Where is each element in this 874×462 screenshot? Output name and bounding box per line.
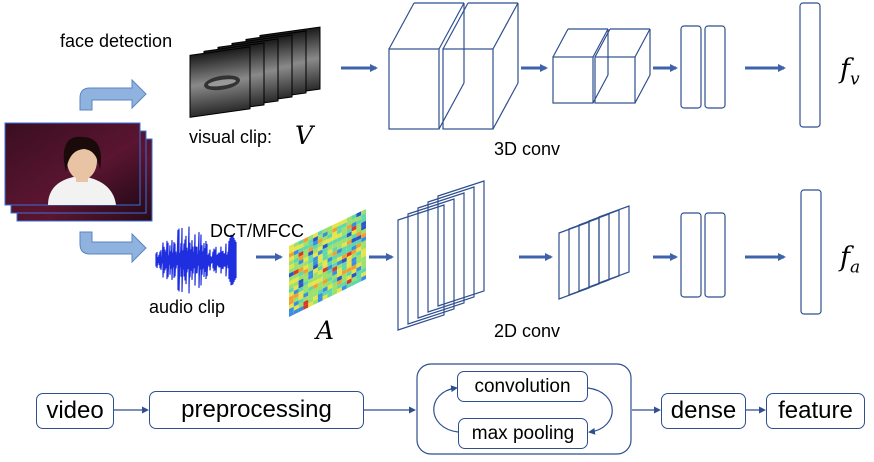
conv3d-label: 3D conv	[494, 139, 561, 159]
visual-clip-label: visual clip:	[189, 127, 273, 147]
feature-box: feature	[766, 393, 865, 429]
convolution-box: convolution	[457, 371, 588, 402]
face-detection-callout-arrow	[79, 78, 147, 111]
conv2d-block-2	[558, 205, 630, 300]
audio-clip-label: audio clip	[149, 297, 226, 317]
visual-feature-symbol: fv	[840, 54, 860, 90]
arrow-pool-to-conv	[433, 385, 459, 433]
audio-waveform	[155, 226, 237, 294]
preprocessing-box: preprocessing	[149, 391, 364, 429]
dct-mfcc-label: DCT/MFCC	[210, 221, 304, 241]
arrow-conv-to-pool	[587, 387, 613, 435]
visual-dense-layers	[680, 25, 726, 109]
face-detection-label: face detection	[60, 31, 173, 51]
audio-feature-output-symbol: fa	[840, 242, 861, 278]
conv-pool-loop-container	[416, 363, 632, 455]
conv3d-block-1	[388, 2, 519, 130]
audio-feature-vector	[800, 189, 822, 315]
max-pooling-box: max pooling	[458, 418, 588, 449]
video-box: video	[36, 393, 114, 429]
audio-dense-layers	[680, 212, 726, 298]
conv3d-block-2	[552, 28, 651, 104]
visual-feature-vector	[799, 2, 821, 128]
conv2d-label: 2D conv	[494, 321, 561, 341]
audio-feature-symbol: A	[316, 316, 335, 345]
mfcc-spectrogram	[289, 209, 366, 317]
audio-extraction-callout-arrow	[79, 231, 147, 264]
dense-box: dense	[661, 393, 746, 429]
video-frames-stack	[4, 122, 153, 222]
conv2d-block-1	[397, 180, 485, 331]
visual-clip-symbol: V	[295, 121, 314, 150]
visual-clip-stack	[189, 26, 321, 118]
